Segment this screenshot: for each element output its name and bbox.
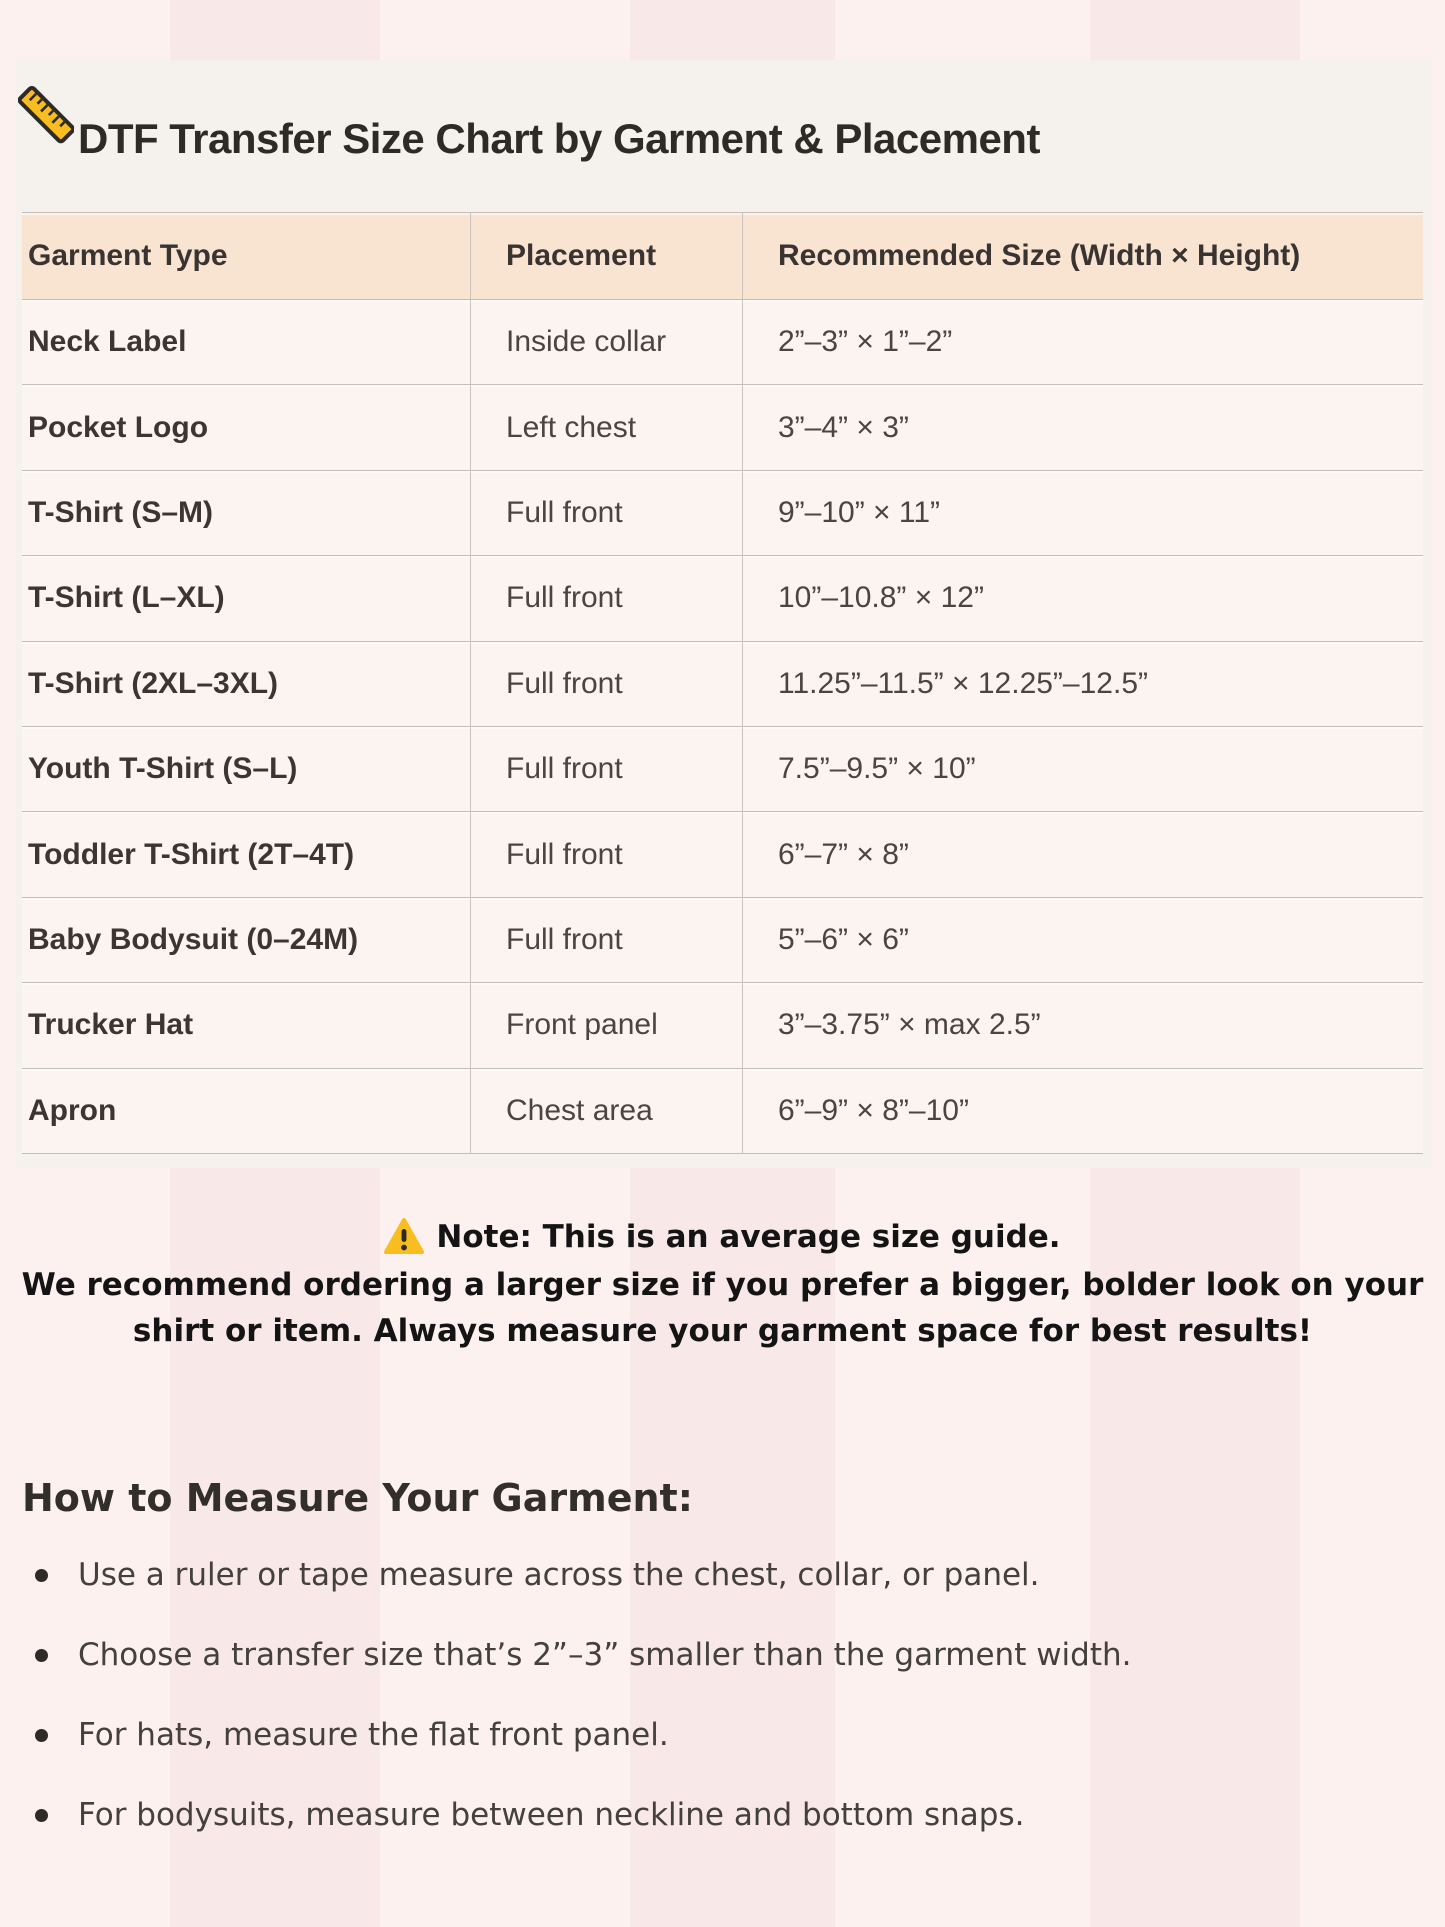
placement-cell: Full front bbox=[470, 640, 742, 726]
placement-cell: Full front bbox=[470, 896, 742, 983]
column-header-placement: Placement bbox=[470, 212, 742, 299]
placement-cell: Front panel bbox=[470, 982, 742, 1068]
list-item: Choose a transfer size that’s 2”–3” smal… bbox=[0, 1615, 1445, 1695]
placement-cell: Full front bbox=[470, 555, 742, 641]
ruler-icon bbox=[17, 85, 76, 144]
bullet-dot-icon bbox=[35, 1568, 48, 1582]
bullet-text: For hats, measure the flat front panel. bbox=[78, 1717, 669, 1753]
size-cell: 3”–4” × 3” bbox=[742, 384, 1423, 470]
size-cell: 10”–10.8” × 12” bbox=[742, 555, 1423, 641]
placement-cell: Full front bbox=[470, 469, 742, 556]
note-text-line: shirt or item. Always measure your garme… bbox=[132, 1313, 1313, 1349]
placement-cell: Left chest bbox=[470, 384, 742, 470]
garment-type-cell: Pocket Logo bbox=[22, 384, 470, 470]
note-block: Note: This is an average size guide. We … bbox=[0, 1212, 1445, 1354]
size-chart-table: Garment Type Placement Recommended Size … bbox=[22, 212, 1423, 1154]
garment-type-cell: Toddler T-Shirt (2T–4T) bbox=[22, 811, 470, 897]
placement-cell: Full front bbox=[470, 811, 742, 897]
note-text-line: We recommend ordering a larger size if y… bbox=[21, 1267, 1424, 1303]
size-cell: 6”–9” × 8”–10” bbox=[742, 1067, 1423, 1153]
howto-bullet-list: Use a ruler or tape measure across the c… bbox=[0, 1535, 1445, 1855]
page-title: DTF Transfer Size Chart by Garment & Pla… bbox=[78, 115, 1040, 163]
size-cell: 7.5”–9.5” × 10” bbox=[742, 725, 1423, 812]
garment-type-cell: Baby Bodysuit (0–24M) bbox=[22, 896, 470, 983]
bullet-text: For bodysuits, measure between neckline … bbox=[78, 1797, 1025, 1833]
garment-type-cell: T-Shirt (2XL–3XL) bbox=[22, 640, 470, 726]
size-cell: 11.25”–11.5” × 12.25”–12.5” bbox=[742, 640, 1423, 726]
list-item: For hats, measure the flat front panel. bbox=[0, 1695, 1445, 1775]
note-title: Note: This is an average size guide. bbox=[436, 1219, 1061, 1255]
garment-type-cell: Youth T-Shirt (S–L) bbox=[22, 725, 470, 812]
howto-heading: How to Measure Your Garment: bbox=[22, 1475, 693, 1520]
bullet-dot-icon bbox=[35, 1808, 48, 1822]
list-item: Use a ruler or tape measure across the c… bbox=[0, 1535, 1445, 1615]
list-item: For bodysuits, measure between neckline … bbox=[0, 1775, 1445, 1855]
garment-type-cell: Apron bbox=[22, 1067, 470, 1153]
size-cell: 3”–3.75” × max 2.5” bbox=[742, 982, 1423, 1068]
garment-type-cell: T-Shirt (L–XL) bbox=[22, 555, 470, 641]
size-cell: 6”–7” × 8” bbox=[742, 811, 1423, 897]
size-cell: 2”–3” × 1”–2” bbox=[742, 299, 1423, 385]
bullet-text: Use a ruler or tape measure across the c… bbox=[78, 1557, 1040, 1593]
size-cell: 5”–6” × 6” bbox=[742, 896, 1423, 983]
warning-icon bbox=[384, 1218, 425, 1256]
placement-cell: Full front bbox=[470, 725, 742, 812]
column-header-size: Recommended Size (Width × Height) bbox=[742, 212, 1423, 299]
garment-type-cell: Neck Label bbox=[22, 299, 470, 385]
placement-cell: Inside collar bbox=[470, 299, 742, 385]
column-header-garment-type: Garment Type bbox=[22, 212, 470, 299]
size-cell: 9”–10” × 11” bbox=[742, 469, 1423, 556]
bullet-dot-icon bbox=[35, 1728, 48, 1742]
note-title-line: Note: This is an average size guide. bbox=[0, 1212, 1445, 1262]
garment-type-cell: Trucker Hat bbox=[22, 982, 470, 1068]
garment-type-cell: T-Shirt (S–M) bbox=[22, 469, 470, 556]
placement-cell: Chest area bbox=[470, 1067, 742, 1153]
bullet-dot-icon bbox=[35, 1648, 48, 1662]
bullet-text: Choose a transfer size that’s 2”–3” smal… bbox=[78, 1637, 1132, 1673]
